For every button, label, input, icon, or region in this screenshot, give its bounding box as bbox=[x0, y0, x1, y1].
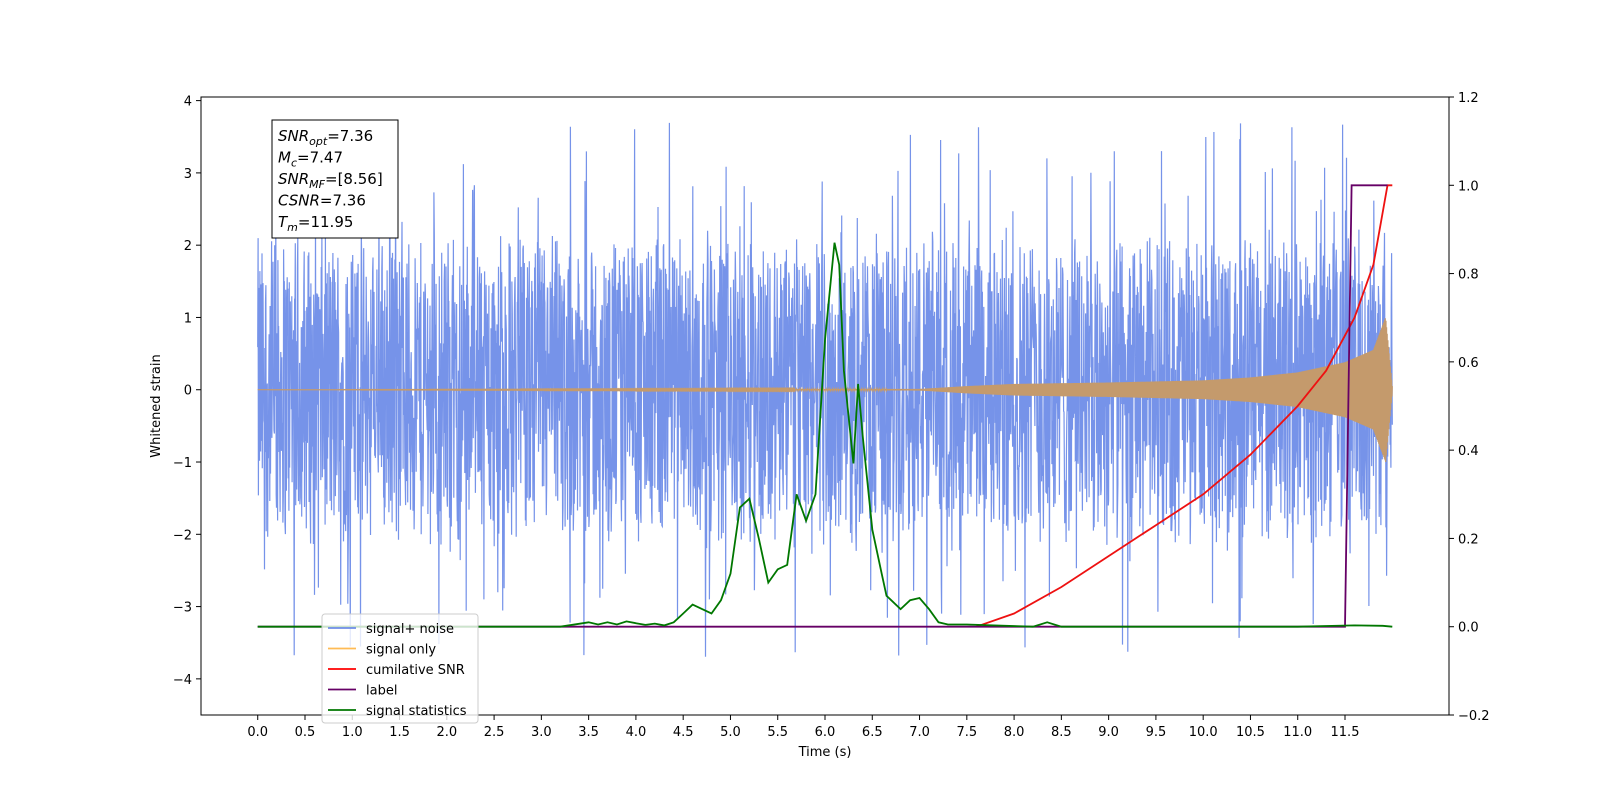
x-tick-label: 2.0 bbox=[436, 725, 457, 740]
x-tick-label: 5.5 bbox=[767, 725, 788, 740]
x-tick-label: 7.5 bbox=[956, 725, 977, 740]
annotation-value: =7.47 bbox=[297, 149, 343, 167]
x-tick-label: 8.0 bbox=[1004, 725, 1025, 740]
annotation-symbol: SNR bbox=[278, 170, 309, 188]
series-signal-statistics bbox=[257, 242, 1393, 628]
series-label bbox=[257, 184, 1388, 628]
x-tick-label: 0.0 bbox=[247, 725, 268, 740]
legend-entry-label: signal statistics bbox=[366, 704, 467, 719]
y-tick-label: −3 bbox=[173, 601, 192, 616]
annotation-line: SNRopt=7.36 bbox=[278, 127, 373, 148]
signal-only-line bbox=[257, 318, 1393, 463]
y2-tick-label: 0.0 bbox=[1458, 621, 1479, 636]
x-tick-label: 1.0 bbox=[342, 725, 363, 740]
x-tick-label: 8.5 bbox=[1051, 725, 1072, 740]
series-line bbox=[257, 242, 1393, 628]
annotation-line: CSNR=7.36 bbox=[278, 192, 366, 210]
annotation-subscript: m bbox=[287, 221, 298, 234]
x-tick-label: 0.5 bbox=[295, 725, 316, 740]
y-tick-label: 0 bbox=[184, 384, 192, 399]
x-axis: 0.0 0.5 1.0 1.5 2.0 2.5 3.0 3.5 4.0 4.5 5.0 5.5 6.0 6… bbox=[247, 715, 1359, 740]
legend: signal+ noise signal only cumilative SNR la… bbox=[321, 613, 479, 724]
annotation-subscript: c bbox=[291, 157, 297, 170]
legend-frame bbox=[321, 613, 479, 724]
y-tick-label: −1 bbox=[173, 456, 192, 471]
y-axis-label: Whitened strain bbox=[149, 354, 164, 457]
series-layer bbox=[257, 122, 1393, 657]
y-tick-label: 2 bbox=[184, 239, 192, 254]
legend-entry-label: cumilative SNR bbox=[366, 663, 465, 678]
x-tick-label: 9.0 bbox=[1098, 725, 1119, 740]
annotation-subscript: MF bbox=[309, 178, 325, 191]
y-axis-left: 4 3 2 1 0 −1 −2 −3 −4 bbox=[173, 95, 201, 688]
annotation-symbol: T bbox=[278, 213, 289, 231]
x-axis-label: Time (s) bbox=[798, 745, 852, 760]
y-tick-label: −2 bbox=[173, 528, 192, 543]
annotation-value: =[8.56] bbox=[325, 170, 383, 188]
annotation-value: =7.36 bbox=[327, 127, 373, 145]
series-line bbox=[976, 184, 1393, 628]
x-tick-label: 6.5 bbox=[862, 725, 883, 740]
annotation-subscript: opt bbox=[309, 135, 328, 148]
y2-tick-label: 0.4 bbox=[1458, 444, 1479, 459]
annotation-line: SNRMF=[8.56] bbox=[278, 170, 383, 191]
legend-entry-label: label bbox=[366, 684, 397, 699]
y2-tick-label: 1.2 bbox=[1458, 91, 1479, 106]
annotation-symbol: SNR bbox=[278, 127, 309, 145]
x-tick-label: 4.5 bbox=[673, 725, 694, 740]
x-tick-label: 1.5 bbox=[389, 725, 410, 740]
y2-tick-label: 0.6 bbox=[1458, 356, 1479, 371]
x-tick-label: 3.5 bbox=[578, 725, 599, 740]
series-signal-only bbox=[257, 318, 1393, 463]
y2-tick-label: 1.0 bbox=[1458, 179, 1479, 194]
annotation-frame bbox=[271, 119, 399, 239]
x-tick-label: 3.0 bbox=[531, 725, 552, 740]
y-tick-label: −4 bbox=[173, 673, 192, 688]
x-tick-label: 11.0 bbox=[1283, 725, 1312, 740]
y-tick-label: 4 bbox=[184, 95, 192, 110]
series-line bbox=[257, 184, 1388, 628]
annotation-symbol: CSNR bbox=[278, 192, 320, 210]
x-tick-label: 9.5 bbox=[1146, 725, 1167, 740]
legend-entry-label: signal+ noise bbox=[366, 622, 454, 637]
x-tick-label: 10.0 bbox=[1189, 725, 1218, 740]
x-tick-label: 10.5 bbox=[1236, 725, 1265, 740]
annotation-line: Tm=11.95 bbox=[278, 213, 353, 234]
y-tick-label: 3 bbox=[184, 167, 192, 182]
legend-entry-label: signal only bbox=[366, 643, 436, 658]
series-cumilative-snr bbox=[976, 184, 1393, 628]
parameter-annotation-box: SNRopt=7.36Mc=7.47SNRMF=[8.56]CSNR=7.36T… bbox=[271, 119, 399, 239]
y2-tick-label: 0.8 bbox=[1458, 268, 1479, 283]
y-tick-label: 1 bbox=[184, 311, 192, 326]
y-axis-right: 1.2 1.0 0.8 0.6 0.4 0.2 0.0 −0.2 bbox=[1449, 91, 1490, 724]
annotation-line: Mc=7.47 bbox=[278, 149, 343, 170]
y2-tick-label: −0.2 bbox=[1458, 709, 1490, 724]
x-tick-label: 5.0 bbox=[720, 725, 741, 740]
x-tick-label: 7.0 bbox=[909, 725, 930, 740]
x-tick-label: 2.5 bbox=[484, 725, 505, 740]
annotation-symbol: M bbox=[278, 149, 291, 167]
x-tick-label: 6.0 bbox=[815, 725, 836, 740]
y2-tick-label: 0.2 bbox=[1458, 532, 1479, 547]
annotation-value: =11.95 bbox=[298, 213, 354, 231]
x-tick-label: 11.5 bbox=[1331, 725, 1360, 740]
x-tick-label: 4.0 bbox=[626, 725, 647, 740]
annotation-value: =7.36 bbox=[320, 192, 366, 210]
